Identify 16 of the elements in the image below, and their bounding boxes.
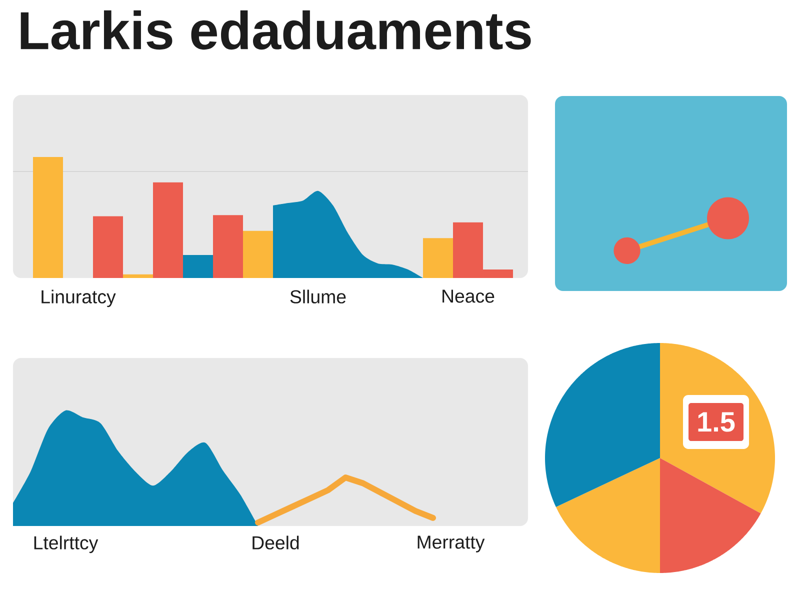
bar [123,274,154,278]
text: 1.5 [698,412,735,432]
bar [213,215,243,278]
bar [33,157,63,278]
x-tick-label: Linuratcy [42,290,116,308]
x-tick-label: Neace [442,290,494,303]
bar [243,230,274,278]
chart-title: Larkis edaduaments [20,10,531,50]
x-tick-label: Sllume [290,290,346,304]
bar [423,238,454,278]
x-tick-label: Ltelrttcy [34,536,98,554]
x-tick-label: Deeld [252,536,299,550]
x-tick-label: Merratty [418,536,485,552]
bar [93,216,123,278]
bar [183,255,214,278]
bar [153,182,183,278]
